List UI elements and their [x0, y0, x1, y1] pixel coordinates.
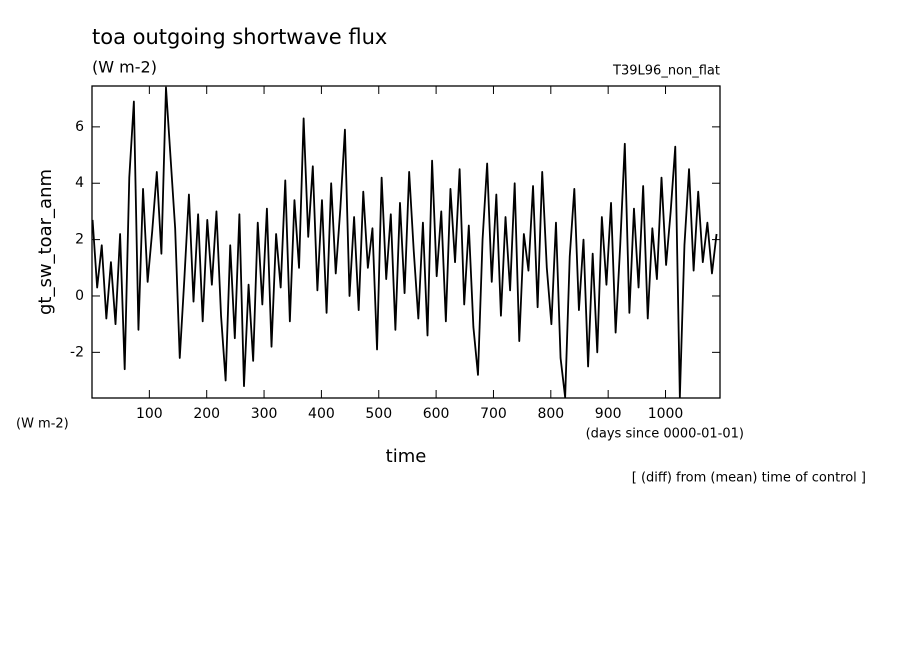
x-tick-label: 400 [308, 406, 335, 422]
chart-title: toa outgoing shortwave flux [92, 25, 387, 49]
x-tick-label: 900 [595, 406, 622, 422]
note: [ (diff) from (mean) time of control ] [632, 471, 866, 486]
plot-frame [91, 85, 721, 399]
x-tick-label: 700 [480, 406, 507, 422]
x-axis-label: time [386, 446, 427, 467]
y-tick-label: -2 [70, 344, 84, 360]
run-label: T39L96_non_flat [612, 64, 720, 79]
x-tick-label: 800 [537, 406, 564, 422]
data-line [92, 86, 718, 398]
y-tick-label: 4 [75, 175, 84, 191]
y-tick-label: 2 [75, 232, 84, 248]
x-tick-label: 300 [251, 406, 278, 422]
y-tick-label: 0 [75, 288, 84, 304]
x-unit-label: (days since 0000-01-01) [586, 427, 744, 442]
x-tick-label: 500 [365, 406, 392, 422]
x-tick-label: 200 [193, 406, 220, 422]
x-tick-label: 100 [136, 406, 163, 422]
x-tick-label: 600 [423, 406, 450, 422]
y-unit-label: (W m-2) [16, 417, 69, 432]
subtitle: (W m-2) [92, 58, 157, 77]
x-tick-label: 1000 [648, 406, 684, 422]
y-axis-label: gt_sw_toar_anm [35, 169, 56, 315]
y-tick-label: 6 [75, 119, 84, 135]
